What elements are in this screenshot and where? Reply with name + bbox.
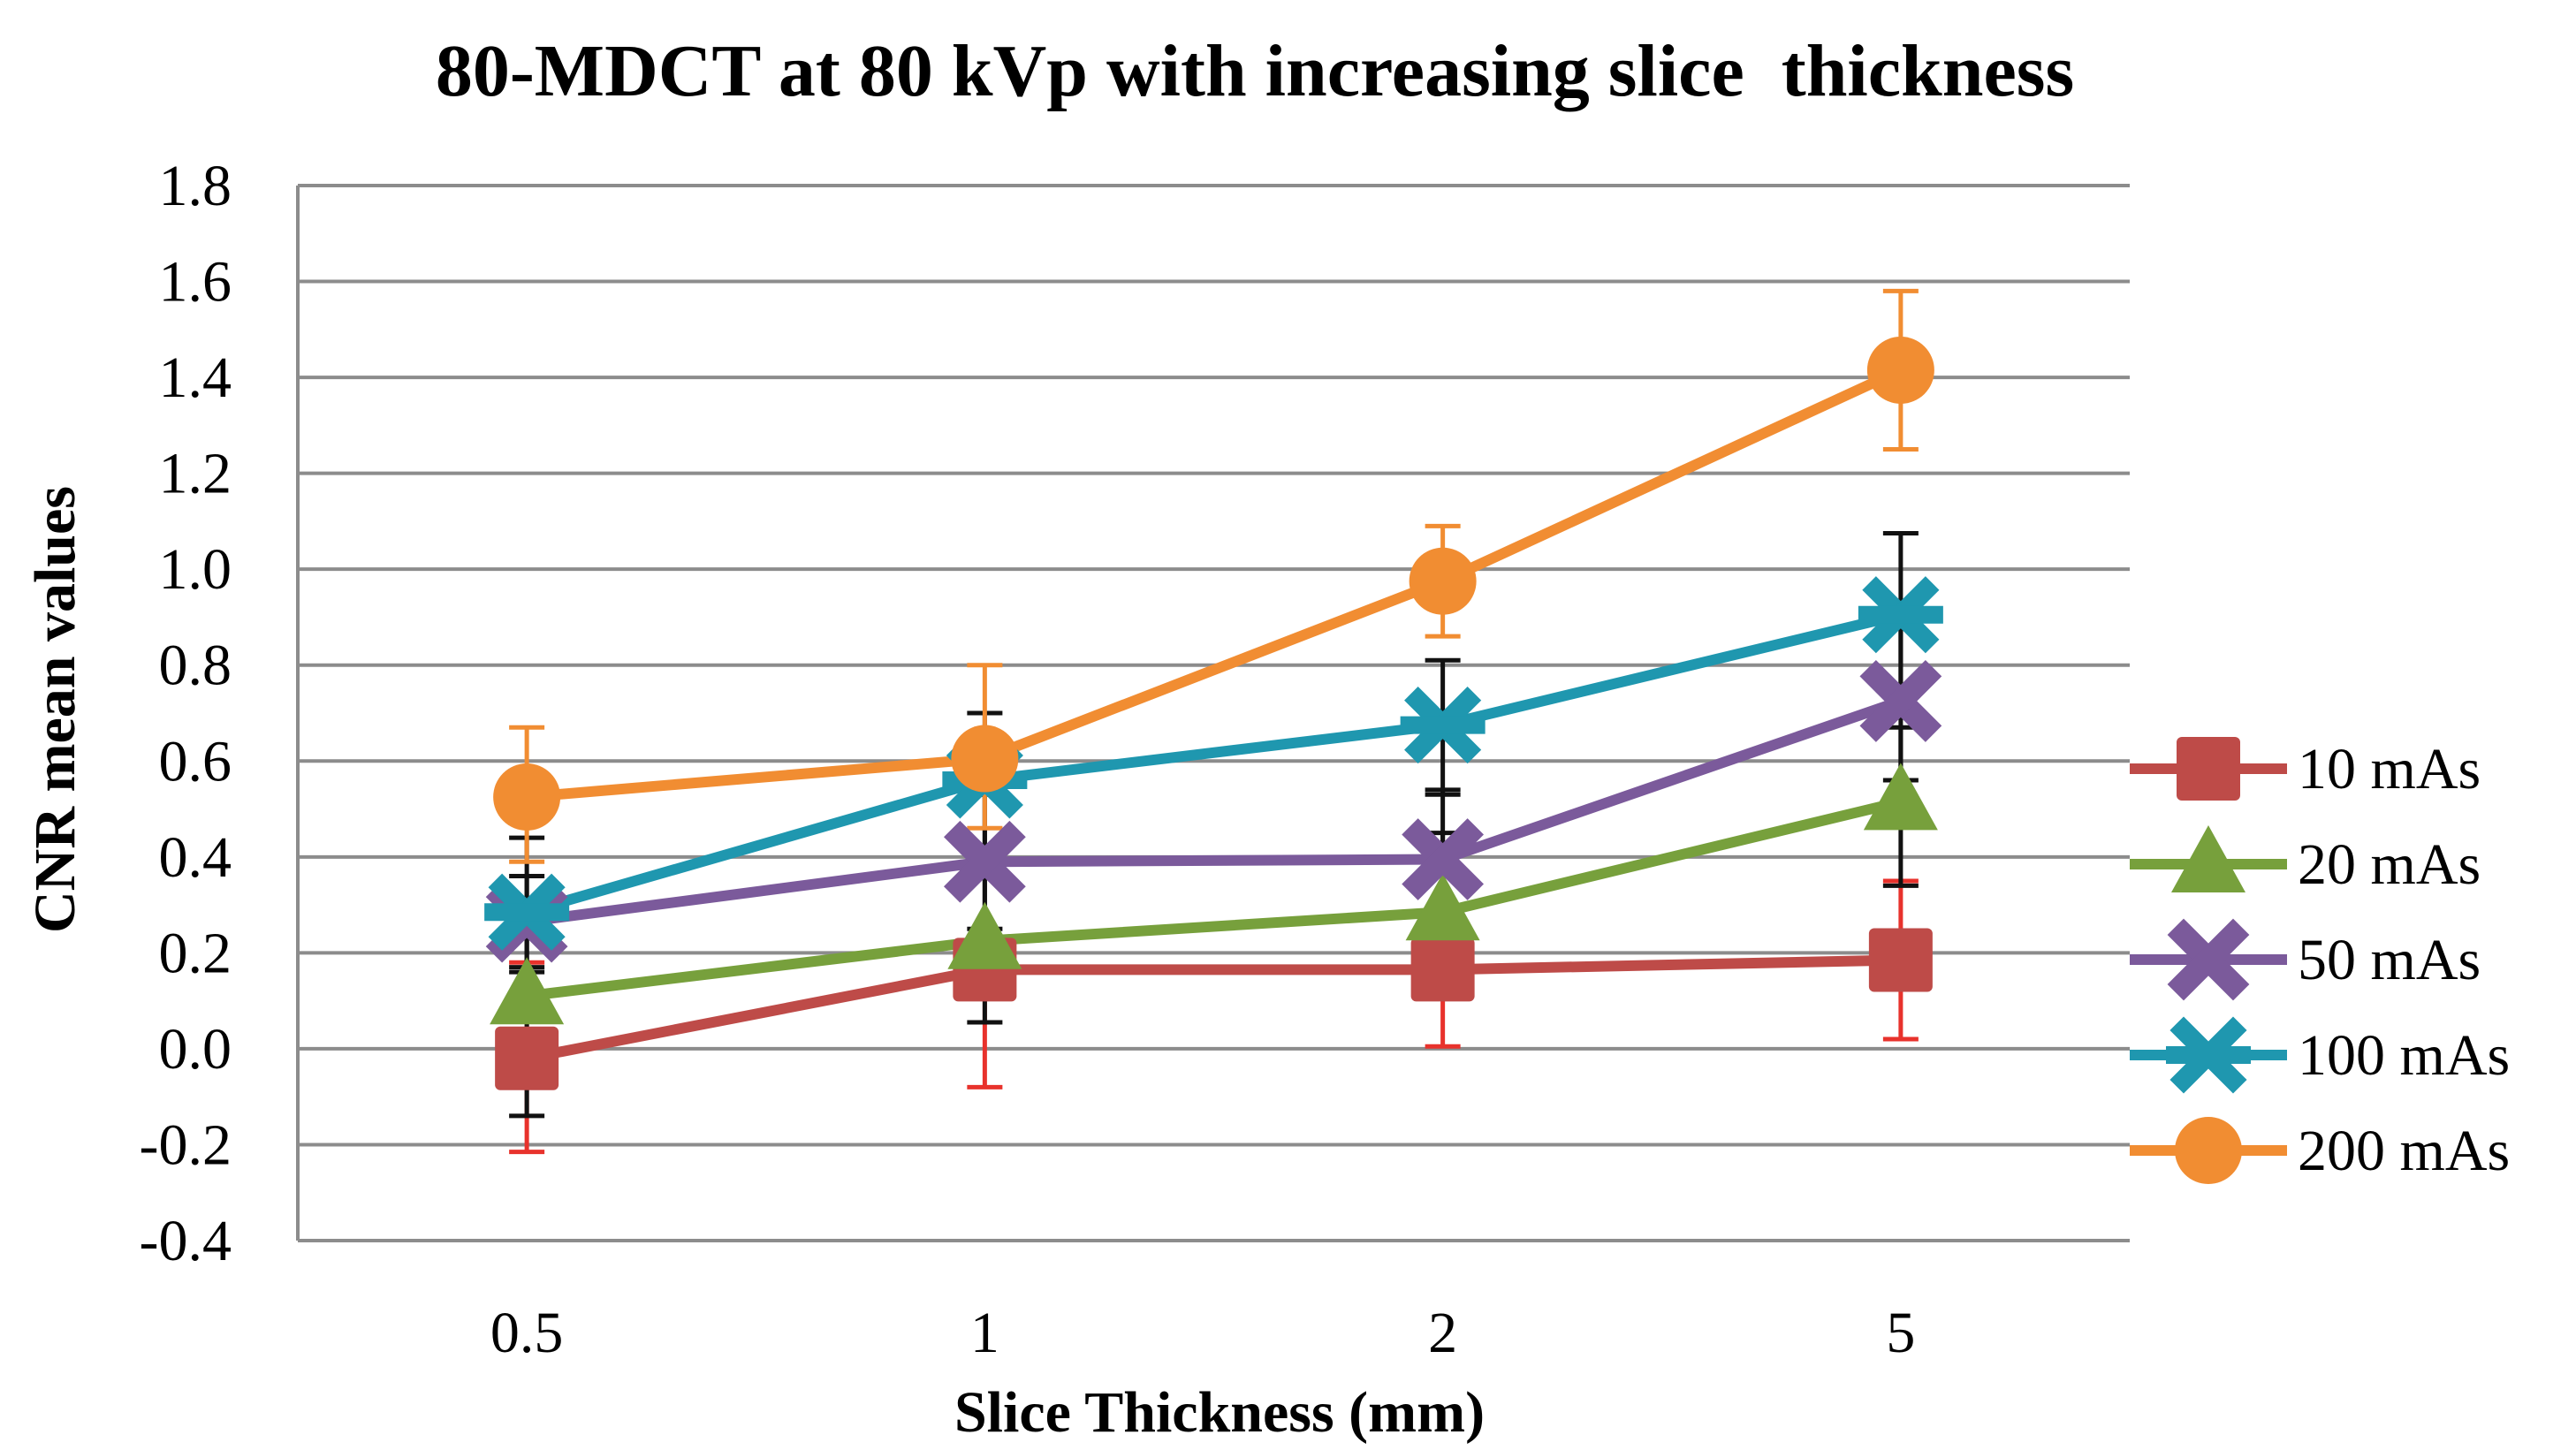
legend-item: 100 mAs <box>2130 1023 2510 1088</box>
series-line <box>527 615 1901 912</box>
data-point-marker <box>1867 337 1934 404</box>
data-point-marker <box>493 763 560 831</box>
y-tick-label: 0.8 <box>159 634 232 698</box>
y-tick-label: -0.2 <box>140 1112 232 1177</box>
legend-label: 200 mAs <box>2298 1119 2510 1183</box>
data-point-marker <box>951 725 1018 793</box>
data-point-marker <box>1869 929 1933 992</box>
legend-label: 20 mAs <box>2298 832 2481 897</box>
x-tick-label: 1 <box>970 1301 999 1365</box>
y-tick-label: 1.8 <box>159 154 232 218</box>
y-tick-label: 0.2 <box>159 921 232 985</box>
legend: 10 mAs 20 mAs 50 mAs 100 mAs 200 mAs <box>2130 737 2510 1184</box>
legend-label: 10 mAs <box>2298 737 2481 801</box>
data-point-marker <box>1410 548 1477 615</box>
legend-item: 50 mAs <box>2130 928 2481 992</box>
y-tick-label: 1.0 <box>159 537 232 602</box>
x-axis-ticks: 0.5 1 2 5 <box>490 1301 1916 1365</box>
data-point-marker <box>2177 737 2240 801</box>
legend-item: 200 mAs <box>2130 1117 2510 1184</box>
x-tick-label: 0.5 <box>490 1301 564 1365</box>
data-point-marker <box>495 1027 559 1090</box>
y-tick-label: 1.2 <box>159 442 232 506</box>
x-tick-label: 2 <box>1428 1301 1457 1365</box>
data-point-marker <box>1411 938 1475 1001</box>
series-line <box>527 701 1901 922</box>
legend-label: 100 mAs <box>2298 1023 2510 1088</box>
x-tick-label: 5 <box>1886 1301 1915 1365</box>
y-tick-label: 0.0 <box>159 1017 232 1082</box>
y-tick-label: 1.6 <box>159 250 232 315</box>
legend-item: 10 mAs <box>2130 737 2481 801</box>
y-axis-ticks: -0.4 -0.2 0.0 0.2 0.4 0.6 0.8 1.0 1.2 1.4 1.6 1.8 <box>140 154 232 1273</box>
y-axis-label: CNR mean values <box>23 486 87 933</box>
data-point-marker <box>2175 1030 2242 1080</box>
y-tick-label: 0.4 <box>159 825 232 890</box>
chart-title: 80-MDCT at 80 kVp with increasing slice … <box>436 30 2074 112</box>
y-tick-label: 1.4 <box>159 345 232 410</box>
y-tick-label: -0.4 <box>140 1209 232 1273</box>
series-line <box>527 370 1901 797</box>
x-axis-label: Slice Thickness (mm) <box>954 1380 1485 1445</box>
data-point-marker <box>2175 1117 2242 1184</box>
chart: 80-MDCT at 80 kVp with increasing slice … <box>0 0 2576 1450</box>
legend-item: 20 mAs <box>2130 825 2481 897</box>
legend-label: 50 mAs <box>2298 928 2481 992</box>
data-point-marker <box>1864 763 1938 830</box>
y-tick-label: 0.6 <box>159 729 232 793</box>
